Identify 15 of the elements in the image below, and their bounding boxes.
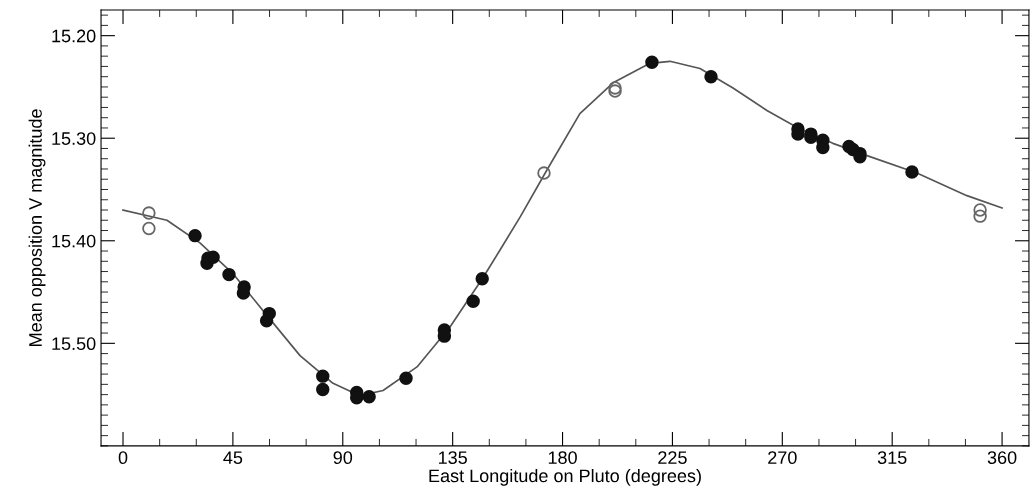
x-tick-label: 225	[658, 451, 687, 465]
y-tick-label: 15.50	[52, 337, 96, 351]
y-tick-label: 15.30	[52, 132, 96, 145]
x-tick-label: 45	[223, 451, 243, 465]
x-tick-label: 135	[438, 451, 467, 465]
y-tick-label: 15.20	[52, 29, 96, 43]
x-tick-label: 315	[877, 451, 907, 465]
x-tick-label: 90	[333, 451, 353, 465]
y-tick-label: 15.40	[52, 234, 96, 248]
x-tick-label: 360	[987, 451, 1017, 465]
x-tick-label: 270	[768, 451, 797, 465]
x-tick-label: 0	[118, 451, 128, 465]
x-tick-label: 180	[548, 451, 577, 465]
x-axis-title: East Longitude on Pluto (degrees)	[429, 468, 701, 486]
y-axis-title: Mean opposition V magnitude	[28, 109, 46, 346]
